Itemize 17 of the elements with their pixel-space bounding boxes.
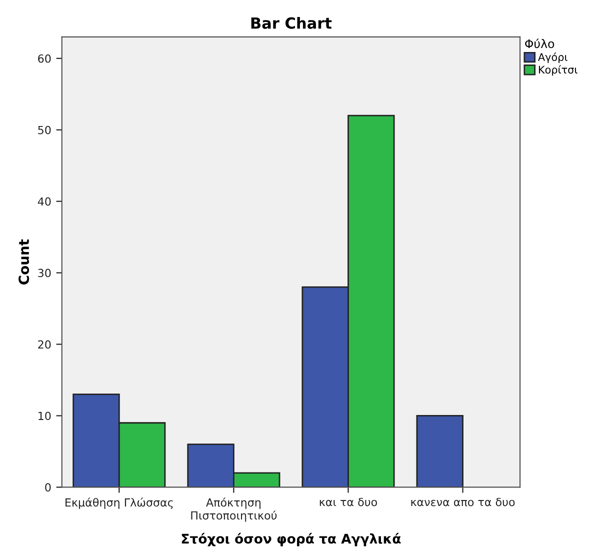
y-tick-label: 0 [45, 483, 51, 492]
x-tick-label: και τα δυο [320, 498, 377, 506]
y-tick-label: 10 [38, 412, 51, 420]
chart-title: Bar Chart [251, 17, 332, 29]
x-tick-label: Απόκτηση Πιστοποιητικού [191, 498, 277, 522]
legend-title: Φύλο [525, 38, 554, 48]
x-tick-label: Εκμάθηση Γλώσσας [66, 498, 173, 509]
y-axis-title: Count [18, 239, 30, 284]
x-tick-label: κανενα απο τα δυο [411, 498, 515, 506]
legend-label: Αγόρι [538, 52, 568, 64]
y-tick-label: 30 [38, 268, 51, 278]
y-tick-label: 40 [38, 197, 51, 206]
y-tick-label: 50 [38, 126, 51, 134]
y-tick-label: 20 [38, 340, 51, 349]
x-axis-title: Στόχοι όσον φορά τα Αγγλικά [182, 532, 401, 546]
y-tick-label: 60 [38, 54, 51, 63]
legend-label: Κορίτσι [538, 65, 578, 76]
